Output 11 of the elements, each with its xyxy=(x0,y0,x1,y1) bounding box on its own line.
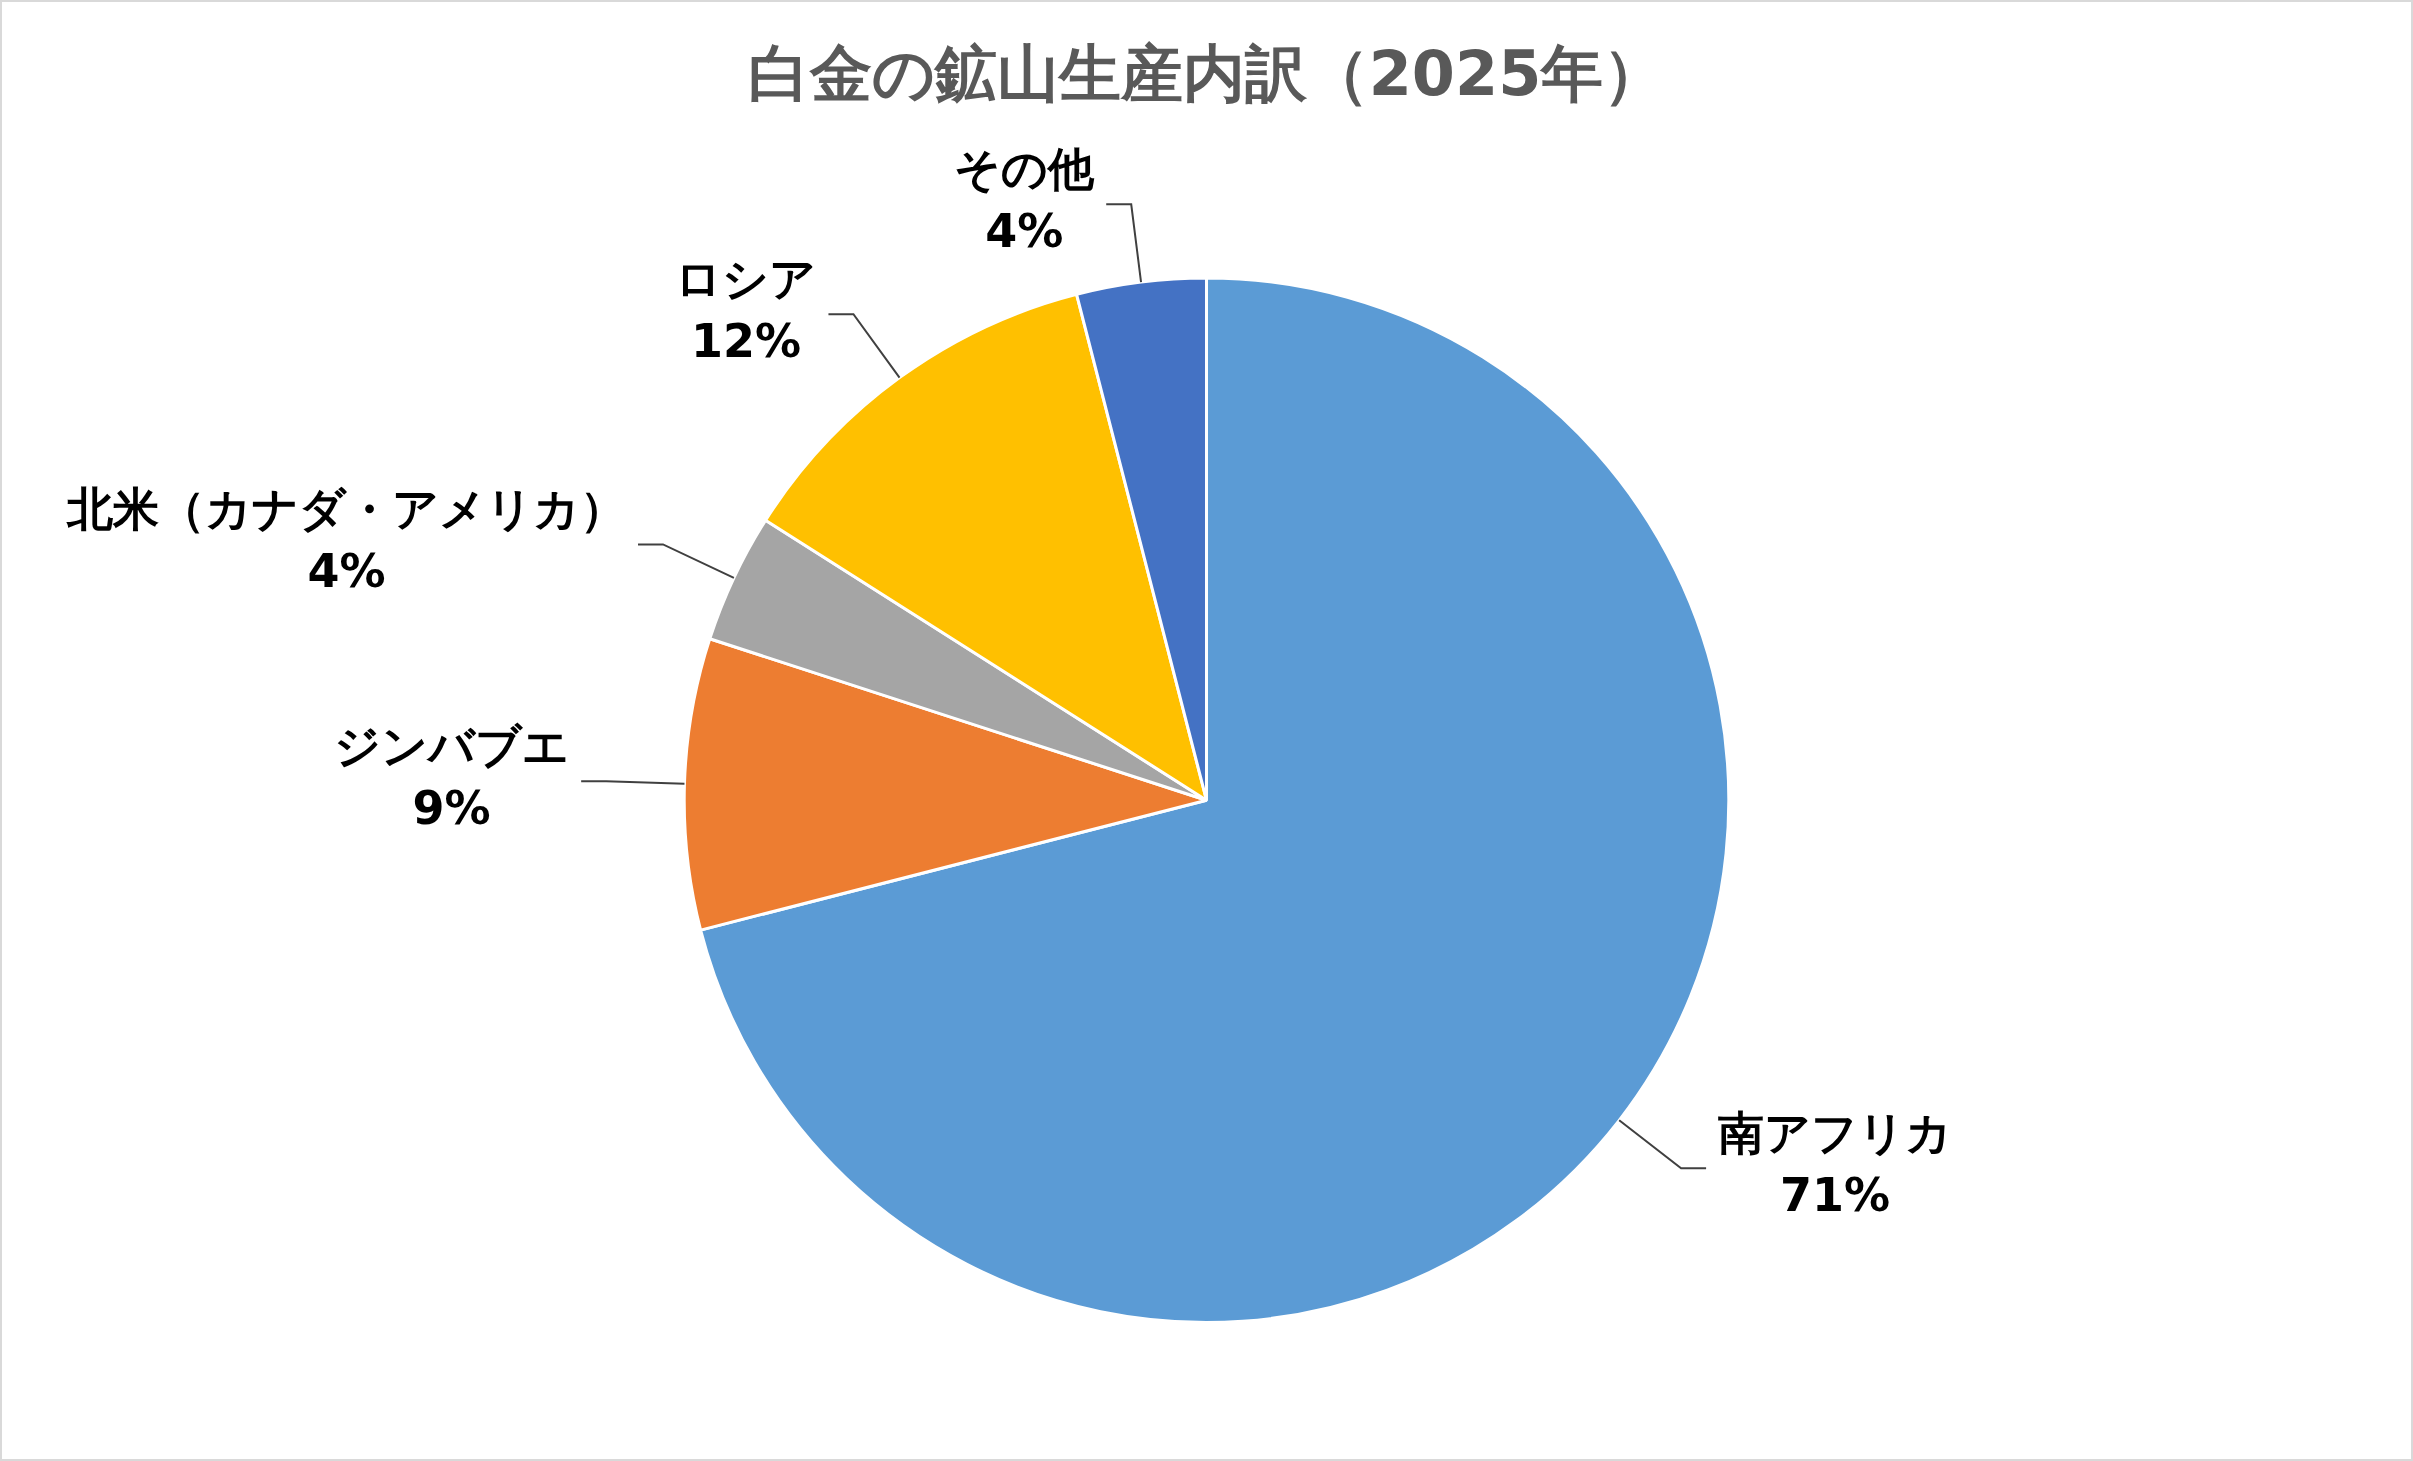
data-label: 9% xyxy=(412,781,491,836)
slice-label: 北米（カナダ・アメリカ） xyxy=(66,482,627,537)
slice-label: 南アフリカ xyxy=(1718,1106,1953,1161)
data-label: 71% xyxy=(1780,1168,1891,1223)
data-label: 4% xyxy=(985,204,1064,259)
slice-label: その他 xyxy=(954,142,1096,197)
data-label: 4% xyxy=(307,544,386,599)
slice-label: ロシア xyxy=(675,252,817,307)
data-label: 12% xyxy=(690,314,801,369)
slice-label: ジンバブエ xyxy=(334,719,570,774)
chart-title: 白金の鉱山生産内訳（2025年） xyxy=(747,37,1666,111)
